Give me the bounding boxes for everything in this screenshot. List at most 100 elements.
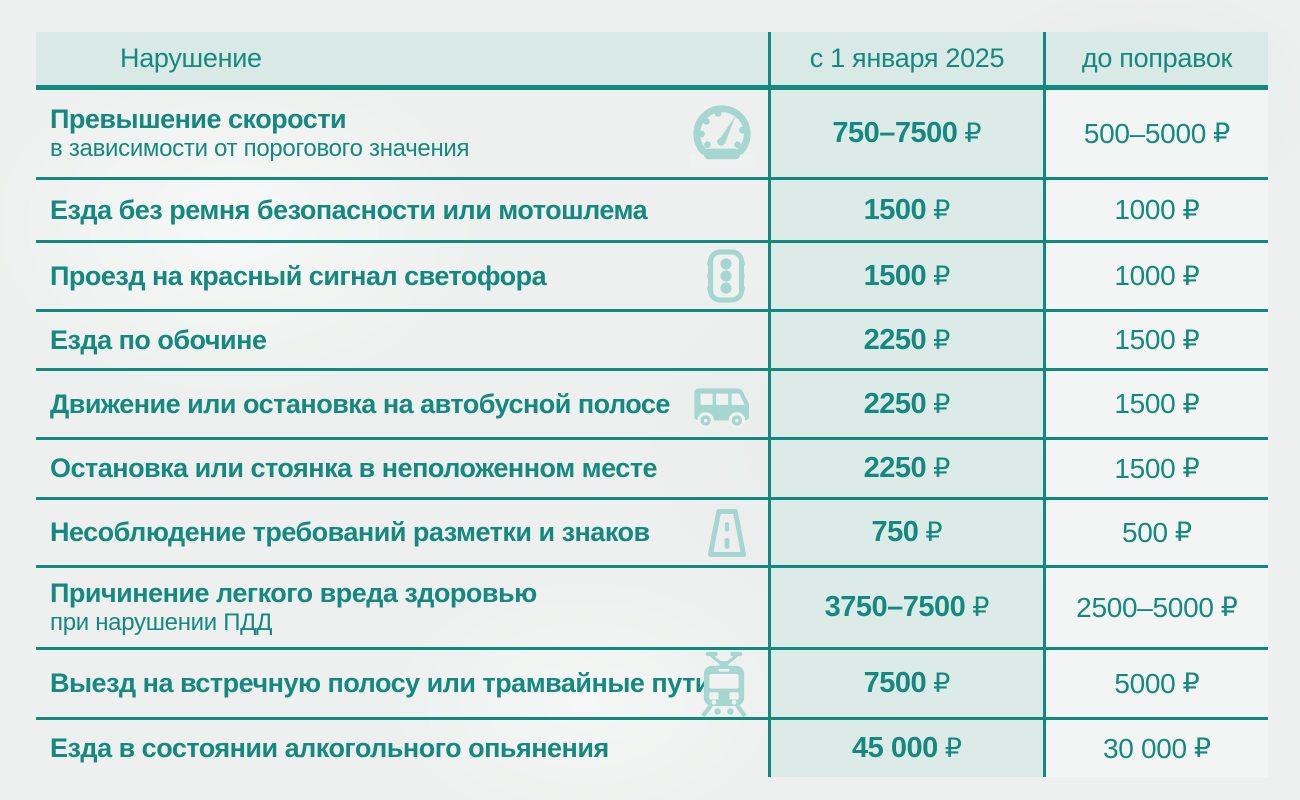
column-header-old-fines: до поправок: [1043, 32, 1268, 90]
violation-cell: Превышение скорости в зависимости от пор…: [36, 90, 768, 177]
ruble-sign: ₽: [1182, 260, 1200, 291]
violation-text: Несоблюдение требований разметки и знако…: [50, 517, 650, 548]
ruble-sign: ₽: [944, 733, 962, 763]
new-fine-value: 2250: [863, 323, 927, 356]
violation-text: Причинение легкого вреда здоровью при на…: [50, 578, 537, 637]
column-header-new-fines: с 1 января 2025: [768, 32, 1043, 90]
tram-icon: [692, 649, 756, 719]
new-fine-value: 7500: [863, 667, 927, 699]
violation-cell: Езда по обочине: [36, 309, 768, 368]
violation-text: Превышение скорости в зависимости от пор…: [50, 104, 470, 163]
old-fine-value: 1000: [1114, 260, 1176, 291]
violation-text: Езда без ремня безопасности или мотошлем…: [50, 194, 648, 226]
old-fine-value: 1000: [1114, 194, 1176, 225]
old-fine-cell: 2500–5000 ₽: [1043, 565, 1268, 647]
new-fine-value: 45 000: [852, 732, 938, 764]
new-fine-cell: 1500 ₽: [768, 240, 1043, 309]
new-fine-value: 1500: [863, 193, 927, 226]
old-fine-value: 500: [1121, 516, 1168, 548]
old-fine-cell: 30 000 ₽: [1043, 717, 1268, 777]
old-fine-value: 1500: [1114, 388, 1176, 419]
violation-cell: Езда в состоянии алкогольного опьянения: [36, 717, 768, 777]
ruble-sign: ₽: [1182, 388, 1200, 419]
old-fine-value: 30 000: [1102, 732, 1187, 764]
ruble-sign: ₽: [1174, 517, 1192, 547]
ruble-sign: ₽: [1220, 592, 1238, 622]
speedometer-icon: [688, 100, 756, 168]
violation-title: Остановка или стоянка в неположенном мес…: [50, 453, 658, 483]
violation-title: Причинение легкого вреда здоровью: [50, 578, 537, 608]
traffic-light-icon: [696, 246, 756, 306]
violation-title: Превышение скорости: [50, 104, 347, 134]
new-fine-cell: 7500 ₽: [768, 647, 1043, 717]
violation-text: Езда в состоянии алкогольного опьянения: [50, 733, 609, 764]
ruble-sign: ₽: [964, 118, 982, 148]
old-fine-cell: 1500 ₽: [1043, 437, 1268, 497]
new-fine-value: 2250: [863, 452, 927, 484]
ruble-sign: ₽: [1182, 453, 1200, 483]
ruble-sign: ₽: [933, 324, 951, 355]
ruble-sign: ₽: [933, 260, 951, 291]
old-fine-cell: 1000 ₽: [1043, 240, 1268, 309]
ruble-sign: ₽: [925, 517, 943, 547]
violation-title: Езда в состоянии алкогольного опьянения: [50, 733, 609, 763]
new-fine-cell: 2250 ₽: [768, 368, 1043, 437]
new-fine-cell: 1500 ₽: [768, 177, 1043, 240]
new-fine-cell: 45 000 ₽: [768, 717, 1043, 777]
ruble-sign: ₽: [1182, 194, 1200, 225]
ruble-sign: ₽: [1182, 668, 1200, 698]
ruble-sign: ₽: [1182, 324, 1200, 355]
old-fine-cell: 500–5000 ₽: [1043, 90, 1268, 177]
violation-cell: Несоблюдение требований разметки и знако…: [36, 497, 768, 565]
violation-cell: Причинение легкого вреда здоровью при на…: [36, 565, 768, 647]
old-fine-value: 1500: [1114, 324, 1176, 355]
ruble-sign: ₽: [1213, 118, 1231, 148]
violation-title: Несоблюдение требований разметки и знако…: [50, 517, 650, 547]
old-fine-value: 1500: [1114, 452, 1176, 484]
new-fine-cell: 750 ₽: [768, 497, 1043, 565]
road-icon: [698, 504, 756, 562]
violation-title: Выезд на встречную полосу или трамвайные…: [50, 668, 711, 698]
fines-table: Нарушение с 1 января 2025 до поправок Пр…: [36, 32, 1268, 777]
new-fine-value: 750: [871, 516, 919, 548]
ruble-sign: ₽: [933, 453, 951, 483]
violation-cell: Выезд на встречную полосу или трамвайные…: [36, 647, 768, 717]
column-header-violation: Нарушение: [36, 32, 768, 90]
violation-title: Проезд на красный сигнал светофора: [50, 260, 547, 291]
ruble-sign: ₽: [933, 388, 951, 419]
column-header-new-fines-label: с 1 января 2025: [809, 43, 1005, 73]
old-fine-value: 2500–5000: [1076, 591, 1214, 623]
violation-subtitle: в зависимости от порогового значения: [50, 135, 470, 162]
ruble-sign: ₽: [933, 668, 951, 698]
old-fine-cell: 1500 ₽: [1043, 309, 1268, 368]
violation-title: Движение или остановка на автобусной пол…: [50, 388, 670, 419]
violation-title: Езда без ремня безопасности или мотошлем…: [50, 194, 648, 225]
violation-subtitle: при нарушении ПДД: [50, 609, 273, 636]
new-fine-cell: 750–7500 ₽: [768, 90, 1043, 177]
violation-text: Проезд на красный сигнал светофора: [50, 260, 547, 292]
new-fine-value: 3750–7500: [824, 591, 966, 623]
old-fine-value: 500–5000: [1083, 117, 1206, 149]
new-fine-value: 1500: [863, 259, 927, 292]
old-fine-cell: 500 ₽: [1043, 497, 1268, 565]
violation-text: Езда по обочине: [50, 325, 267, 356]
old-fine-cell: 1000 ₽: [1043, 177, 1268, 240]
bus-icon: [690, 378, 756, 430]
ruble-sign: ₽: [933, 194, 951, 225]
new-fine-cell: 2250 ₽: [768, 437, 1043, 497]
old-fine-cell: 5000 ₽: [1043, 647, 1268, 717]
violation-text: Остановка или стоянка в неположенном мес…: [50, 453, 658, 484]
violation-cell: Движение или остановка на автобусной пол…: [36, 368, 768, 437]
new-fine-value: 2250: [863, 387, 927, 420]
violation-cell: Остановка или стоянка в неположенном мес…: [36, 437, 768, 497]
ruble-sign: ₽: [1193, 733, 1212, 763]
violation-text: Движение или остановка на автобусной пол…: [50, 389, 670, 420]
ruble-sign: ₽: [972, 592, 990, 622]
old-fine-cell: 1500 ₽: [1043, 368, 1268, 437]
violation-cell: Езда без ремня безопасности или мотошлем…: [36, 177, 768, 240]
new-fine-cell: 3750–7500 ₽: [768, 565, 1043, 647]
violation-text: Выезд на встречную полосу или трамвайные…: [50, 668, 711, 699]
column-header-old-fines-label: до поправок: [1081, 43, 1233, 73]
old-fine-value: 5000: [1114, 667, 1176, 699]
new-fine-cell: 2250 ₽: [768, 309, 1043, 368]
